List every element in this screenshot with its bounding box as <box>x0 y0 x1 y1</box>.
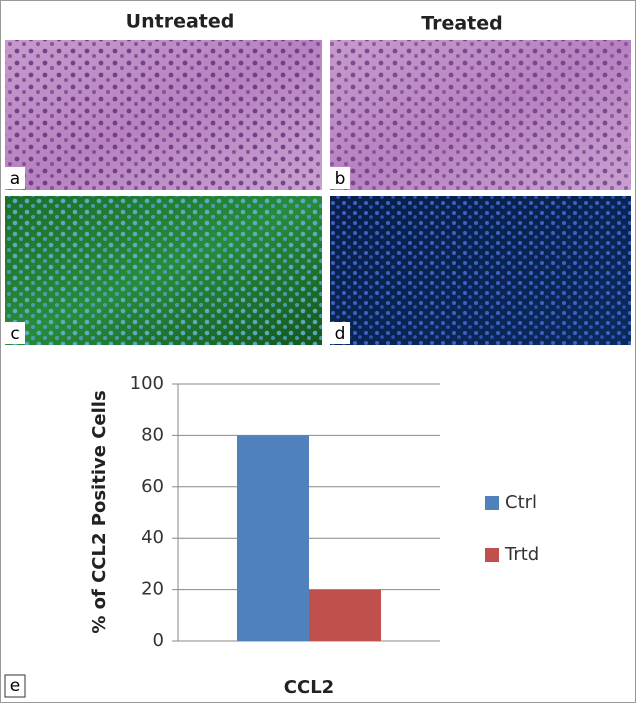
panel-label-box <box>5 322 25 344</box>
panel-label: b <box>335 169 346 189</box>
micrograph-cells <box>5 196 322 345</box>
y-tick-label: 0 <box>153 630 164 651</box>
panel-label-box <box>330 322 350 344</box>
panel-label-box <box>4 674 26 698</box>
x-tick-label: CCL2 <box>284 677 334 698</box>
bar <box>309 589 381 641</box>
y-tick-label: 80 <box>141 424 164 445</box>
column-title: Treated <box>421 13 503 35</box>
panel-label: a <box>10 169 20 189</box>
micrograph-cells <box>330 40 631 190</box>
legend-label: Ctrl <box>505 492 537 513</box>
panel-label-box <box>330 167 350 189</box>
y-tick-label: 100 <box>130 373 164 394</box>
legend-swatch <box>485 496 499 510</box>
panel-label: e <box>10 676 20 696</box>
panel-label: d <box>335 324 346 344</box>
y-axis-label: % of CCL2 Positive Cells <box>89 390 110 633</box>
legend-swatch <box>485 548 499 562</box>
y-tick-label: 20 <box>141 579 164 600</box>
column-title: Untreated <box>126 11 235 33</box>
micrograph-cells <box>330 196 631 345</box>
bar <box>237 435 309 641</box>
panel-label-box <box>5 167 25 189</box>
micrograph-cells <box>5 40 322 190</box>
panel-label: c <box>10 324 19 344</box>
y-tick-label: 60 <box>141 476 164 497</box>
y-tick-label: 40 <box>141 527 164 548</box>
legend-label: Trtd <box>504 544 539 565</box>
